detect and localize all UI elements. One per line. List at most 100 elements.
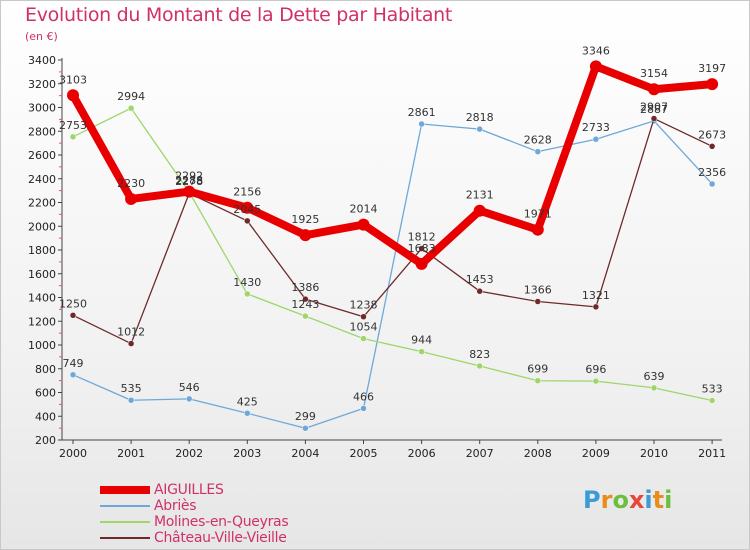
- series-point: [69, 371, 77, 379]
- data-label: 2753: [59, 119, 87, 132]
- series-point: [127, 396, 135, 404]
- legend-label-aiguilles: AIGUILLES: [154, 482, 224, 498]
- data-label: 2818: [466, 111, 494, 124]
- series-point: [708, 397, 716, 404]
- x-tick-label: 2002: [175, 447, 203, 460]
- data-label: 1812: [408, 231, 436, 244]
- x-tick-label: 2010: [640, 447, 668, 460]
- x-tick-label: 2003: [233, 447, 261, 460]
- x-tick-label: 2008: [524, 447, 552, 460]
- data-label: 2887: [640, 103, 668, 116]
- legend-label-chateau: Château-Ville-Vieille: [154, 530, 287, 546]
- series-point: [302, 312, 309, 320]
- series-point: [69, 312, 77, 319]
- data-label: 546: [179, 381, 200, 394]
- proxiti-logo: Proxiti: [583, 486, 672, 514]
- data-label: 1250: [59, 297, 87, 310]
- series-point: [534, 298, 542, 305]
- legend-label-molines: Molines-en-Queyras: [154, 514, 289, 530]
- data-label: 749: [63, 357, 84, 370]
- data-label: 3346: [582, 44, 610, 57]
- data-label: 466: [353, 390, 374, 403]
- y-tick-label: 2600: [28, 149, 56, 162]
- series-point: [183, 185, 196, 198]
- series-point: [589, 60, 602, 73]
- data-label: 1238: [350, 299, 378, 312]
- logo-letter: i: [644, 486, 653, 514]
- legend-swatch-abries: [100, 505, 150, 507]
- series-point: [418, 245, 425, 252]
- series-line: [72, 117, 713, 345]
- y-tick-label: 1800: [28, 244, 56, 257]
- y-tick-label: 200: [35, 434, 56, 447]
- series-point: [592, 303, 600, 311]
- logo-letter: i: [664, 486, 673, 514]
- series-point: [302, 424, 309, 432]
- data-label: 1054: [350, 321, 378, 334]
- series-point: [244, 290, 251, 298]
- x-tick-label: 2004: [291, 447, 319, 460]
- y-tick-label: 1000: [28, 339, 56, 352]
- series-point: [244, 217, 251, 225]
- series-point: [708, 180, 716, 188]
- series-point: [360, 335, 367, 342]
- series-point: [360, 405, 367, 412]
- logo-letter: o: [612, 486, 629, 514]
- data-label: 2131: [466, 189, 494, 202]
- series-line: [69, 62, 717, 268]
- data-label: 2356: [698, 166, 726, 179]
- series-line: [72, 120, 713, 429]
- x-tick-label: 2006: [408, 447, 436, 460]
- y-tick-label: 400: [35, 410, 56, 423]
- series-point: [476, 287, 483, 295]
- x-tick-label: 2005: [350, 447, 378, 460]
- series-point: [534, 377, 542, 384]
- series-point: [185, 395, 193, 403]
- data-label: 639: [644, 370, 665, 383]
- data-label: 2045: [233, 203, 261, 216]
- logo-letter: x: [628, 486, 645, 514]
- x-tick-label: 2000: [59, 447, 87, 460]
- x-tick-label: 2001: [117, 447, 145, 460]
- data-label: 2673: [698, 128, 726, 141]
- data-label: 1683: [408, 242, 436, 255]
- data-label: 1925: [291, 213, 319, 226]
- series-point: [244, 410, 251, 417]
- series-point: [708, 143, 716, 150]
- data-label: 696: [585, 363, 606, 376]
- series-line: [72, 107, 713, 402]
- data-label: 944: [411, 334, 432, 347]
- data-label: 2156: [233, 186, 261, 199]
- series-point: [706, 78, 719, 91]
- data-label: 3197: [698, 62, 726, 75]
- data-label: 3154: [640, 67, 668, 80]
- legend-swatch-molines: [100, 521, 150, 523]
- y-tick-label: 1400: [28, 292, 56, 305]
- data-label: 2278: [175, 175, 203, 188]
- data-label: 2288: [175, 174, 203, 187]
- series-point: [476, 362, 483, 370]
- y-tick-label: 1600: [28, 268, 56, 281]
- series-point: [299, 229, 312, 242]
- chart-title: Evolution du Montant de la Dette par Hab…: [25, 4, 453, 26]
- series-point: [418, 120, 425, 128]
- data-label: 2014: [350, 203, 378, 216]
- series-point: [592, 377, 600, 385]
- series-point: [125, 192, 138, 205]
- data-label: 1366: [524, 284, 552, 297]
- x-tick-label: 2011: [698, 447, 726, 460]
- data-label: 1453: [466, 273, 494, 286]
- legend-label-abries: Abriès: [154, 498, 197, 514]
- y-tick-label: 2200: [28, 197, 56, 210]
- data-label: 425: [237, 395, 258, 408]
- series-point: [302, 295, 309, 303]
- data-label: 1430: [233, 276, 261, 289]
- y-tick-label: 1200: [28, 315, 56, 328]
- chart-subtitle: (en €): [25, 30, 58, 43]
- series-point: [592, 135, 600, 143]
- series-point: [476, 125, 483, 133]
- data-label: 1012: [117, 326, 145, 339]
- legend-swatch-aiguilles: [100, 486, 150, 494]
- y-tick-label: 800: [35, 363, 56, 376]
